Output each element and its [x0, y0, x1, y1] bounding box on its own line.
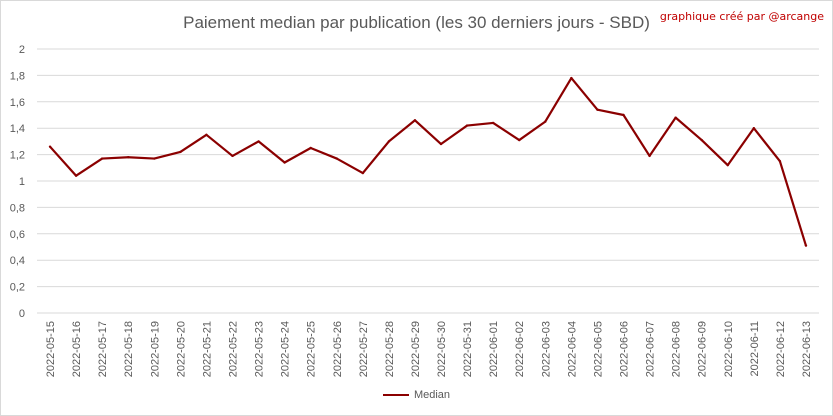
x-tick-label: 2022-06-08 [671, 321, 683, 377]
x-tick-label: 2022-05-26 [332, 321, 344, 377]
x-tick-label: 2022-05-24 [280, 321, 292, 377]
x-tick-label: 2022-06-07 [645, 321, 657, 377]
y-tick-label: 1 [19, 176, 25, 188]
x-tick-label: 2022-05-25 [306, 321, 318, 377]
x-tick-label: 2022-05-17 [97, 321, 109, 377]
x-tick-label: 2022-05-16 [71, 321, 83, 377]
chart-title: Paiement median par publication (les 30 … [183, 13, 650, 32]
x-tick-label: 2022-05-29 [410, 321, 422, 377]
x-tick-label: 2022-06-02 [514, 321, 526, 377]
data-point [674, 116, 677, 119]
data-point [179, 150, 182, 154]
x-tick-label: 2022-06-05 [592, 321, 604, 377]
y-tick-label: 1,4 [10, 123, 25, 135]
data-point [778, 160, 782, 163]
y-tick-label: 0,4 [10, 255, 25, 267]
data-point [439, 142, 443, 146]
legend-swatch-median [382, 394, 409, 396]
y-tick-label: 0,6 [10, 229, 25, 241]
y-tick-label: 0,8 [10, 202, 25, 214]
x-tick-label: 2022-05-27 [358, 321, 370, 377]
data-point [387, 140, 391, 143]
y-tick-label: 0,2 [10, 282, 25, 294]
x-tick-label: 2022-06-03 [540, 321, 552, 377]
y-tick-label: 2 [19, 44, 25, 56]
data-point [413, 119, 417, 122]
x-tick-label: 2022-06-13 [801, 321, 813, 377]
data-point [648, 154, 651, 158]
data-point [726, 163, 729, 167]
data-point [48, 145, 52, 148]
legend: Median [1, 389, 832, 401]
x-tick-label: 2022-06-01 [488, 321, 500, 377]
data-point [335, 157, 338, 160]
y-tick-label: 0 [19, 308, 25, 320]
chart-credit: graphique créé par @arcange [659, 10, 824, 23]
data-point [100, 157, 104, 160]
x-tick-label: 2022-05-28 [384, 321, 396, 377]
data-point [544, 120, 547, 123]
data-point [752, 127, 756, 130]
data-point [127, 156, 130, 159]
y-tick-label: 1,2 [10, 150, 25, 162]
x-tick-label: 2022-05-23 [254, 321, 266, 377]
data-point [622, 113, 625, 117]
data-point [74, 174, 78, 177]
data-point [283, 161, 286, 164]
x-tick-label: 2022-05-21 [201, 321, 213, 377]
x-tick-label: 2022-06-04 [566, 321, 578, 377]
x-tick-label: 2022-05-31 [462, 321, 474, 377]
data-point [361, 171, 365, 175]
x-tick-label: 2022-05-20 [175, 321, 187, 377]
x-tick-label: 2022-06-12 [775, 321, 787, 377]
data-point [153, 157, 156, 160]
data-point [205, 133, 208, 136]
x-tick-label: 2022-05-30 [436, 321, 448, 377]
data-point [700, 138, 703, 142]
data-point [309, 146, 312, 150]
x-tick-label: 2022-05-18 [123, 321, 135, 377]
x-tick-label: 2022-05-19 [149, 321, 161, 377]
x-tick-label: 2022-05-15 [45, 321, 57, 377]
x-tick-label: 2022-06-11 [749, 321, 761, 376]
x-tick-label: 2022-06-06 [619, 321, 631, 377]
data-point [804, 244, 808, 247]
data-point [596, 108, 599, 111]
data-point [257, 140, 260, 143]
y-tick-label: 1,6 [10, 97, 25, 109]
data-point [518, 138, 521, 142]
legend-label-median: Median [413, 389, 451, 401]
data-point [491, 121, 495, 125]
data-point [231, 154, 234, 158]
data-point [465, 124, 469, 127]
x-tick-label: 2022-06-09 [697, 321, 709, 377]
y-tick-label: 1,8 [10, 70, 25, 82]
x-tick-label: 2022-06-10 [723, 321, 735, 377]
x-tick-label: 2022-05-22 [228, 321, 240, 377]
series-line-median [49, 76, 808, 247]
data-point [570, 76, 573, 80]
